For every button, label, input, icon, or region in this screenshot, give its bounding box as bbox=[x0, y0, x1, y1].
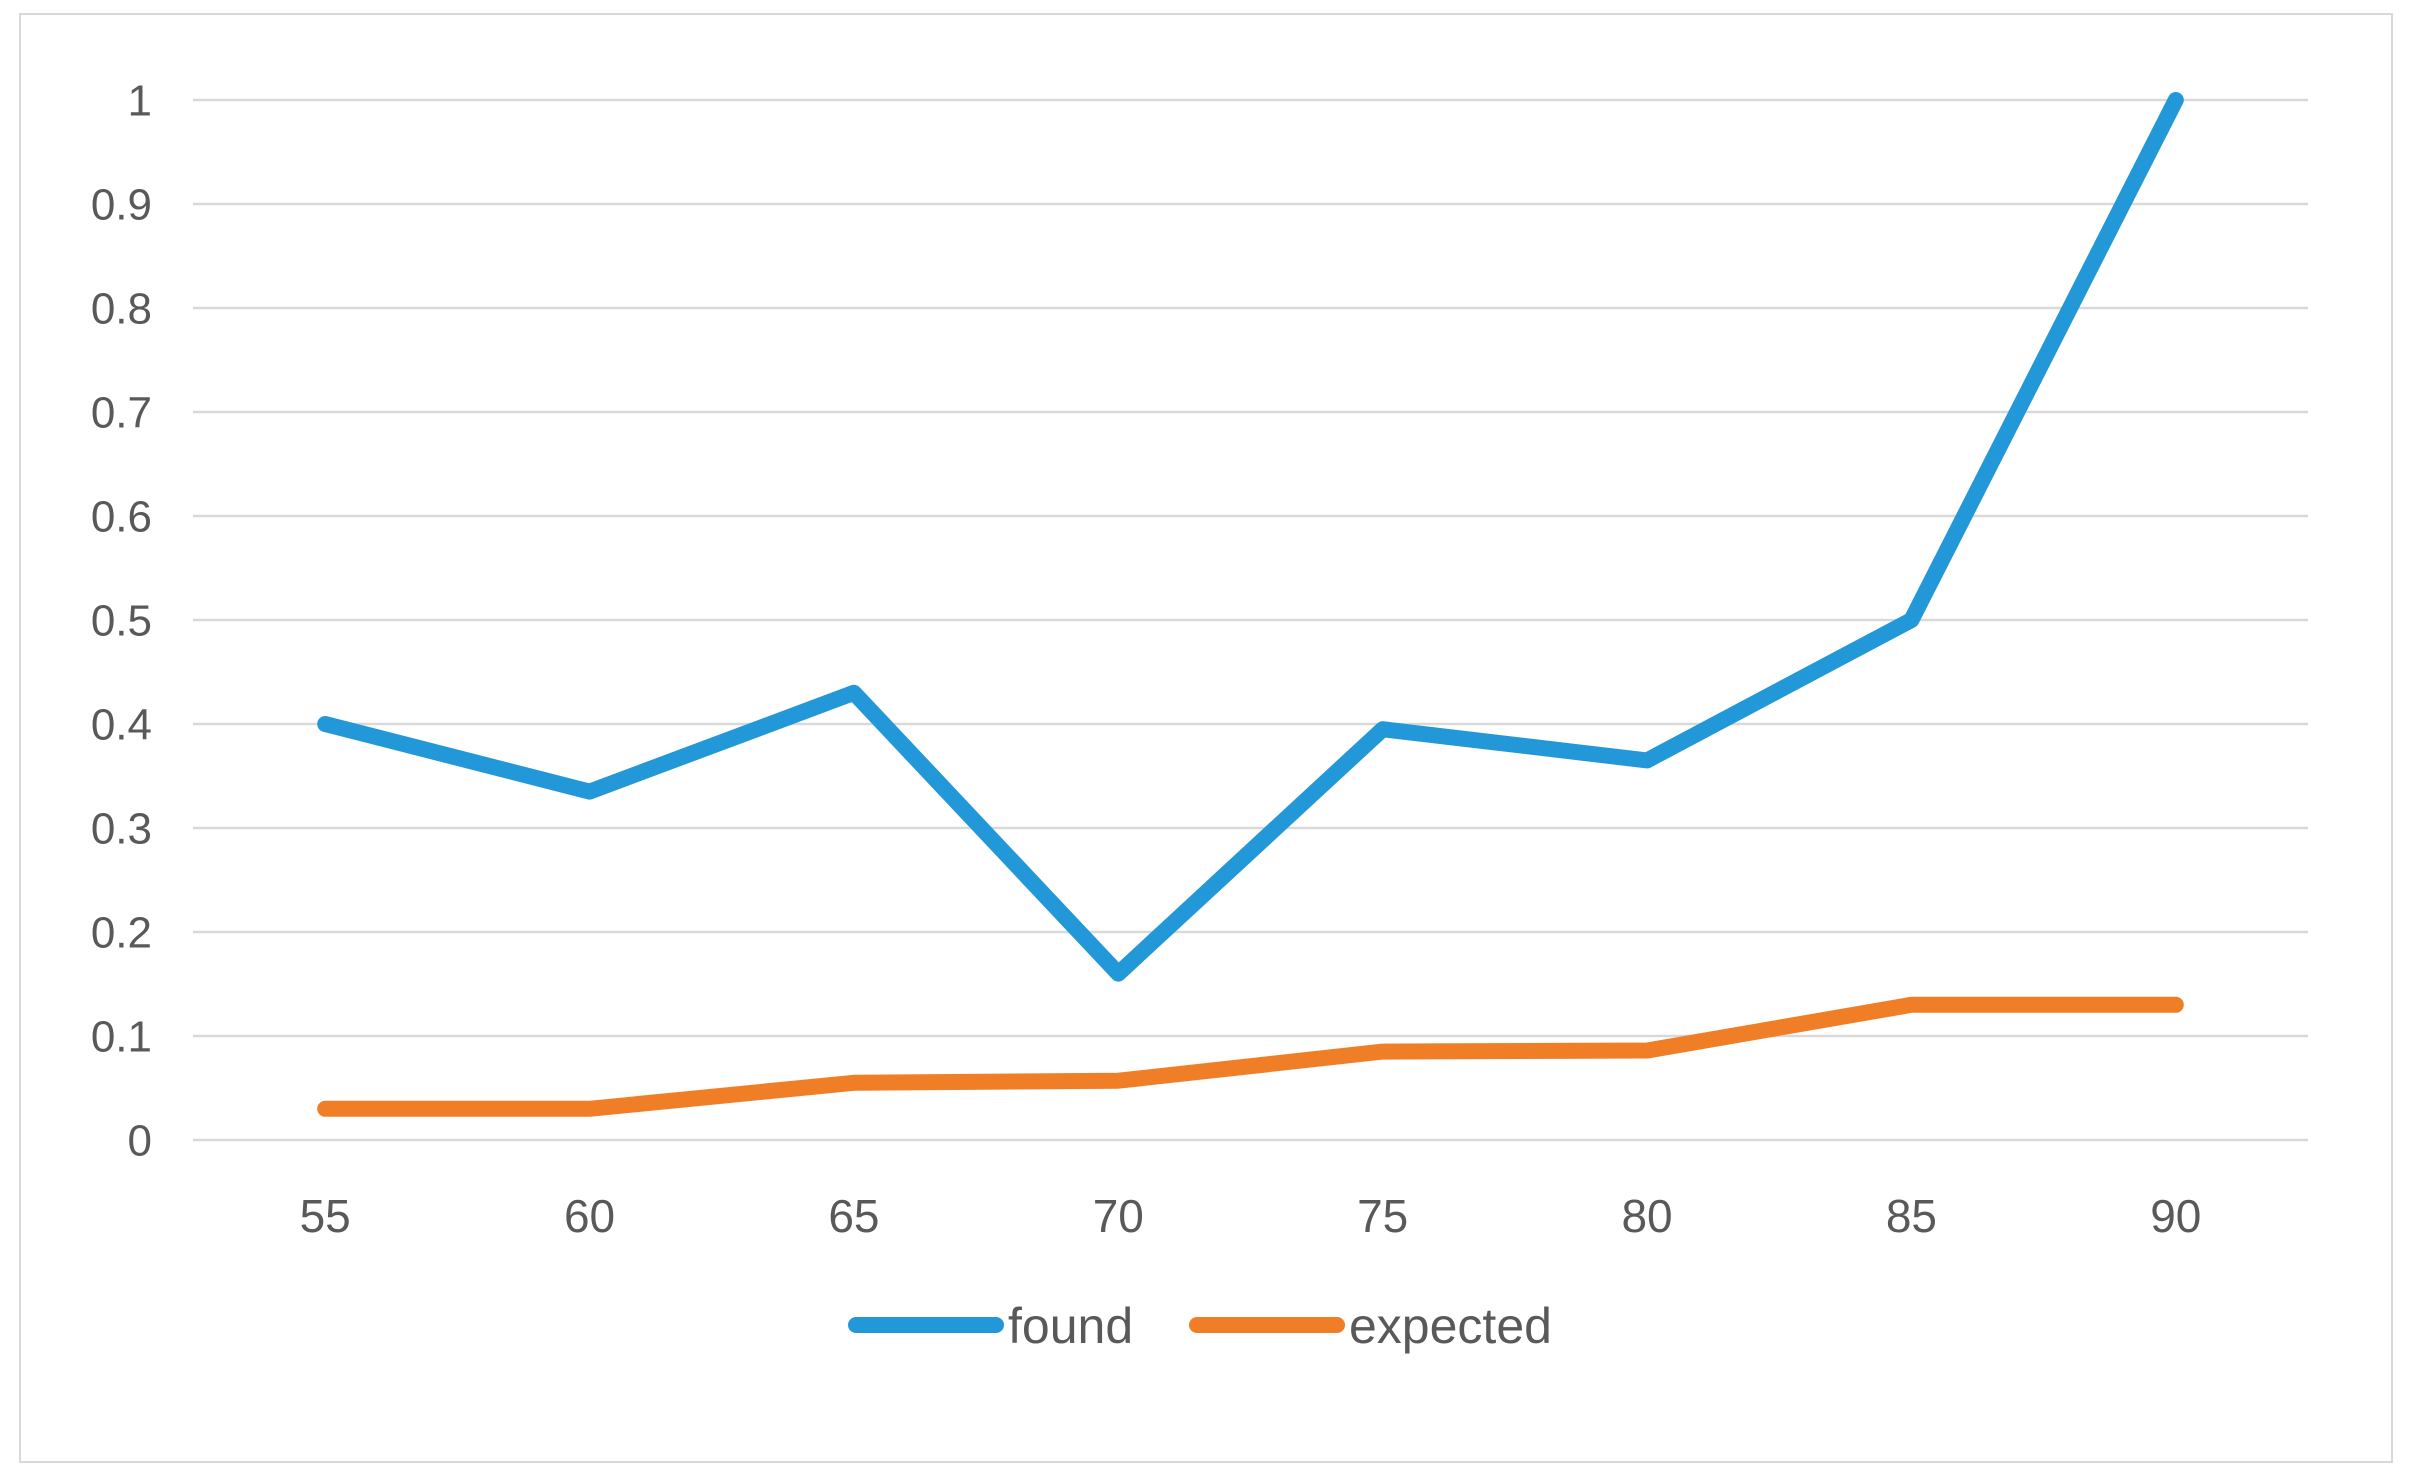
y-axis-tick-label: 0.9 bbox=[91, 180, 152, 229]
x-axis-tick-label: 85 bbox=[1886, 1190, 1937, 1242]
x-axis-tick-label: 75 bbox=[1357, 1190, 1408, 1242]
y-axis-tick-label: 0.7 bbox=[91, 388, 152, 437]
y-axis-tick-label: 0.4 bbox=[91, 700, 152, 749]
chart-border bbox=[19, 13, 2393, 1463]
y-axis-tick-label: 0.1 bbox=[91, 1012, 152, 1061]
legend-label-found: found bbox=[1008, 1298, 1133, 1354]
y-axis-tick-label: 0.3 bbox=[91, 804, 152, 853]
y-axis-tick-label: 1 bbox=[128, 76, 152, 125]
series-line-expected bbox=[317, 996, 2184, 1117]
y-axis-tick-label: 0 bbox=[128, 1116, 152, 1165]
series-line-found bbox=[317, 92, 2184, 982]
x-axis-tick-label: 65 bbox=[828, 1190, 879, 1242]
y-axis-tick-label: 0.2 bbox=[91, 908, 152, 957]
y-axis-tick-label: 0.5 bbox=[91, 596, 152, 645]
y-axis-tick-label: 0.8 bbox=[91, 284, 152, 333]
x-axis-tick-label: 70 bbox=[1093, 1190, 1144, 1242]
x-axis-tick-label: 90 bbox=[2150, 1190, 2201, 1242]
x-axis-tick-label: 60 bbox=[564, 1190, 615, 1242]
y-axis-tick-label: 0.6 bbox=[91, 492, 152, 541]
legend-label-expected: expected bbox=[1349, 1298, 1552, 1354]
x-axis-tick-label: 55 bbox=[300, 1190, 351, 1242]
x-axis-tick-label: 80 bbox=[1621, 1190, 1672, 1242]
